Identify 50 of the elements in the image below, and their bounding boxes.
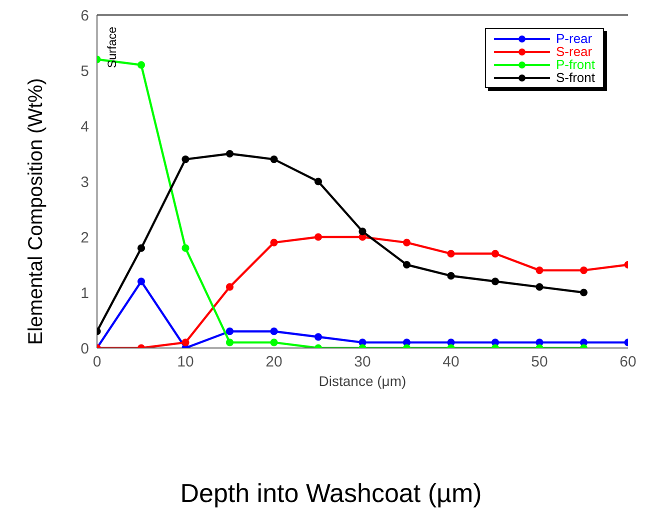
- point: [314, 178, 322, 186]
- y-axis-title: Elemental Composition (Wt%): [25, 78, 47, 345]
- x-tick-label: 60: [620, 354, 636, 371]
- point: [226, 338, 234, 346]
- point: [182, 338, 190, 346]
- y-tick-label: 2: [80, 229, 89, 246]
- point: [226, 328, 234, 336]
- point: [270, 328, 278, 336]
- point: [182, 244, 190, 252]
- legend-label: S-rear: [556, 44, 592, 59]
- point: [270, 238, 278, 246]
- point: [358, 228, 366, 236]
- point: [182, 156, 190, 164]
- point: [402, 260, 411, 269]
- text: Depth into Washcoat (µm): [179, 478, 483, 509]
- annotation: Surface: [105, 26, 119, 68]
- y-tick-label: 6: [80, 7, 89, 24]
- point: [580, 288, 588, 296]
- point: [137, 278, 146, 286]
- x-tick-label: 40: [442, 354, 460, 371]
- x-tick-label: 10: [177, 354, 194, 371]
- point: [402, 238, 411, 246]
- point: [491, 250, 500, 258]
- y-tick-label: 0: [80, 340, 89, 358]
- x-tick-label: 50: [531, 354, 548, 371]
- point: [226, 150, 234, 158]
- point: [536, 283, 544, 291]
- legend-label: P-front: [556, 57, 595, 72]
- point: [270, 156, 278, 164]
- point: [137, 61, 146, 69]
- y-tick-label: 3: [80, 174, 89, 191]
- x-axis-title: Distance (μm): [318, 373, 406, 389]
- legend-label: P-rear: [556, 31, 592, 46]
- point: [226, 283, 234, 291]
- legend-label: S-front: [556, 70, 595, 85]
- x-tick-label: 20: [266, 354, 282, 371]
- y-tick-label: 5: [80, 62, 89, 80]
- point: [137, 244, 146, 252]
- point: [447, 250, 455, 258]
- point: [491, 278, 500, 286]
- x-tick-label: 0: [92, 354, 102, 371]
- y-tick-label: 1: [80, 284, 89, 302]
- point: [314, 333, 322, 341]
- x-tick-label: 30: [354, 354, 371, 371]
- point: [447, 272, 455, 280]
- y-tick-label: 4: [80, 118, 89, 136]
- point: [314, 233, 322, 241]
- point: [270, 338, 278, 346]
- point: [580, 266, 588, 274]
- point: [536, 266, 544, 274]
